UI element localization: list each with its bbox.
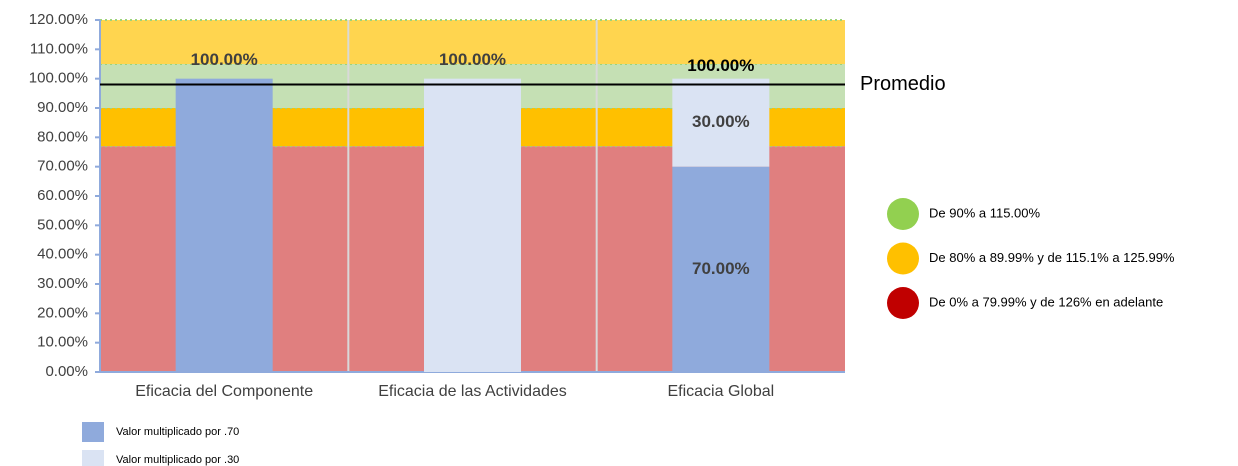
data-label: 70.00% bbox=[692, 259, 750, 278]
band-legend-swatch bbox=[887, 198, 919, 230]
y-tick-label: 0.00% bbox=[45, 363, 88, 380]
average-label: Promedio bbox=[860, 73, 946, 95]
data-label: 100.00% bbox=[439, 50, 506, 69]
x-tick-label: Eficacia Global bbox=[667, 383, 774, 400]
threshold-band bbox=[100, 20, 845, 64]
y-tick-label: 30.00% bbox=[37, 275, 88, 292]
y-tick-label: 120.00% bbox=[29, 11, 88, 28]
legend-swatch bbox=[82, 450, 104, 466]
y-tick-label: 60.00% bbox=[37, 187, 88, 204]
legend-label: Valor multiplicado por .70 bbox=[116, 426, 239, 438]
data-label: 100.00% bbox=[191, 50, 258, 69]
y-tick-label: 20.00% bbox=[37, 304, 88, 321]
y-tick-label: 100.00% bbox=[29, 70, 88, 87]
y-tick-label: 50.00% bbox=[37, 216, 88, 233]
bar-segment bbox=[175, 78, 273, 373]
y-tick-label: 10.00% bbox=[37, 334, 88, 351]
bar-segment bbox=[424, 78, 521, 373]
x-tick-label: Eficacia de las Actividades bbox=[378, 383, 567, 400]
y-tick-label: 90.00% bbox=[37, 99, 88, 116]
bar-segment bbox=[672, 166, 770, 372]
y-tick-label: 40.00% bbox=[37, 246, 88, 263]
legend-swatch bbox=[82, 422, 104, 442]
band-legend-label: De 0% a 79.99% y de 126% en adelante bbox=[929, 294, 1163, 309]
band-legend-swatch bbox=[887, 287, 919, 319]
bar-segment bbox=[672, 78, 770, 167]
band-legend-label: De 90% a 115.00% bbox=[929, 205, 1040, 220]
band-legend-swatch bbox=[887, 242, 919, 275]
y-tick-label: 110.00% bbox=[30, 40, 88, 57]
total-label: 100.00% bbox=[687, 56, 754, 75]
y-tick-label: 80.00% bbox=[37, 128, 88, 145]
y-tick-label: 70.00% bbox=[37, 158, 88, 175]
legend-label: Valor multiplicado por .30 bbox=[116, 454, 239, 466]
band-legend-label: De 80% a 89.99% y de 115.1% a 125.99% bbox=[929, 250, 1175, 265]
data-label: 30.00% bbox=[692, 112, 750, 131]
x-tick-label: Eficacia del Componente bbox=[135, 383, 313, 400]
